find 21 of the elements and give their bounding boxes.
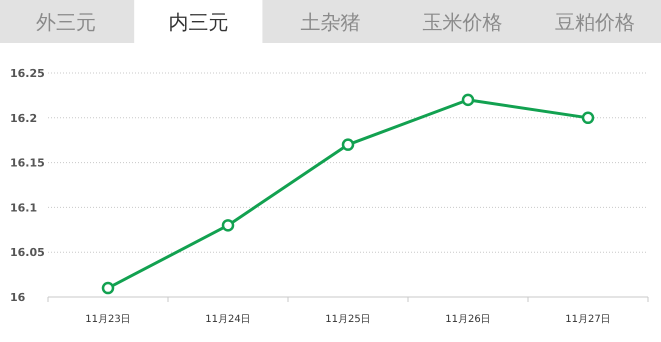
text: 土杂猪 <box>300 10 360 34</box>
point <box>102 282 114 294</box>
y-tick-label: 16.1 <box>10 201 38 214</box>
text: 外三元 <box>36 10 96 34</box>
point <box>342 138 354 151</box>
x-tick-label: 11月24日 <box>205 314 251 325</box>
y-tick-label: 16.05 <box>10 246 45 260</box>
y-tick-label: 16.25 <box>10 67 45 80</box>
y-tick-label: 16 <box>10 291 26 304</box>
text: 豆粕价格 <box>554 10 635 34</box>
x-tick-label: 11月26日 <box>445 314 491 325</box>
x-tick-label: 11月25日 <box>325 314 371 325</box>
chart-title: 内三元 <box>168 10 228 34</box>
y-tick-label: 16.15 <box>10 156 45 170</box>
point <box>582 112 594 124</box>
x-tick-label: 11月23日 <box>85 314 131 325</box>
point <box>462 94 474 106</box>
text: 玉米价格 <box>422 10 503 34</box>
point <box>222 219 234 232</box>
x-tick-label: 11月27日 <box>565 314 611 325</box>
y-tick-label: 16.2 <box>10 112 38 125</box>
